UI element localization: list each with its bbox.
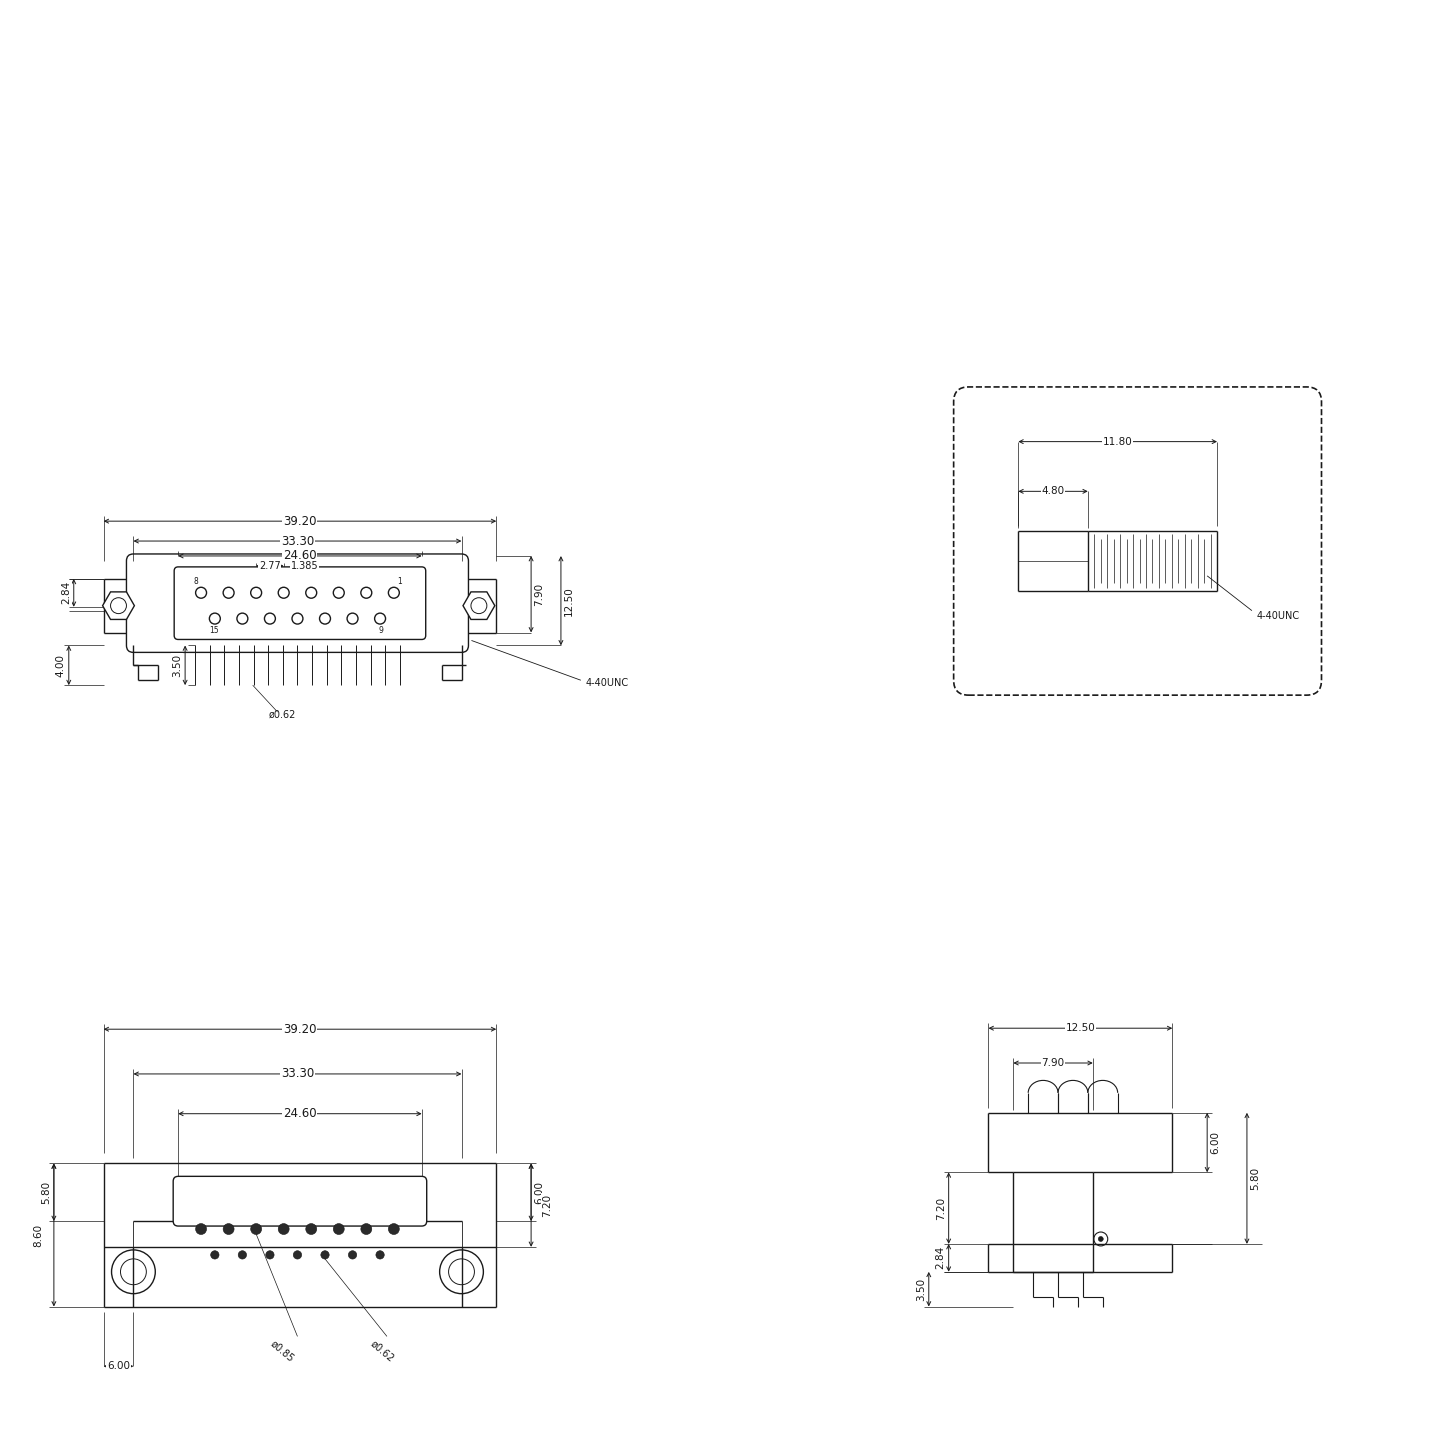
Text: 2.77: 2.77 — [259, 562, 281, 570]
Circle shape — [238, 1251, 246, 1259]
FancyBboxPatch shape — [953, 387, 1322, 696]
Text: 8: 8 — [193, 577, 199, 586]
Circle shape — [321, 1251, 330, 1259]
Circle shape — [251, 1224, 262, 1234]
FancyBboxPatch shape — [173, 1176, 426, 1225]
Text: 2.84: 2.84 — [60, 582, 71, 605]
Text: 5.80: 5.80 — [1250, 1166, 1260, 1189]
Text: 6.00: 6.00 — [107, 1361, 130, 1371]
Text: 24.60: 24.60 — [284, 550, 317, 563]
Circle shape — [196, 1224, 206, 1234]
Text: 39.20: 39.20 — [284, 1022, 317, 1035]
Text: ultiboard: ultiboard — [258, 596, 338, 615]
Circle shape — [348, 1251, 357, 1259]
Text: 12.50: 12.50 — [564, 586, 575, 615]
Text: 3.50: 3.50 — [916, 1277, 926, 1300]
Circle shape — [389, 1224, 399, 1234]
Circle shape — [266, 1251, 274, 1259]
Text: 1.385: 1.385 — [291, 562, 318, 570]
Circle shape — [361, 1224, 372, 1234]
Text: 7.20: 7.20 — [541, 1194, 552, 1217]
Circle shape — [223, 1224, 235, 1234]
Text: 1: 1 — [397, 577, 402, 586]
Text: 6.00: 6.00 — [1210, 1130, 1220, 1153]
Text: 4-40UNC: 4-40UNC — [1257, 611, 1300, 621]
FancyBboxPatch shape — [127, 554, 468, 652]
Text: 4.00: 4.00 — [56, 654, 66, 677]
Circle shape — [1099, 1237, 1103, 1241]
Text: 4-40UNC: 4-40UNC — [586, 678, 629, 688]
Text: 5.80: 5.80 — [40, 1181, 50, 1204]
Text: ø0.85: ø0.85 — [269, 1339, 297, 1364]
Circle shape — [305, 1224, 317, 1234]
Text: 39.20: 39.20 — [284, 514, 317, 527]
Text: 3.50: 3.50 — [173, 654, 181, 677]
Circle shape — [294, 1251, 301, 1259]
Text: 4.80: 4.80 — [1041, 487, 1064, 497]
Text: 9: 9 — [379, 625, 383, 635]
Text: 2.84: 2.84 — [936, 1246, 946, 1270]
Circle shape — [376, 1251, 384, 1259]
Text: 33.30: 33.30 — [281, 1067, 314, 1080]
Text: 7.20: 7.20 — [936, 1197, 946, 1220]
Text: 15: 15 — [209, 625, 219, 635]
Text: 6.00: 6.00 — [534, 1181, 544, 1204]
Circle shape — [278, 1224, 289, 1234]
Text: ø0.62: ø0.62 — [269, 710, 297, 720]
Text: ø0.62: ø0.62 — [369, 1339, 396, 1364]
Text: 7.90: 7.90 — [1041, 1058, 1064, 1068]
Circle shape — [210, 1251, 219, 1259]
Text: 24.60: 24.60 — [284, 1107, 317, 1120]
Text: 33.30: 33.30 — [281, 534, 314, 547]
Text: 12.50: 12.50 — [1066, 1024, 1096, 1034]
Text: 8.60: 8.60 — [33, 1224, 43, 1247]
Circle shape — [333, 1224, 344, 1234]
Text: 11.80: 11.80 — [1103, 436, 1133, 446]
FancyBboxPatch shape — [174, 567, 426, 639]
Text: 7.90: 7.90 — [534, 583, 544, 606]
